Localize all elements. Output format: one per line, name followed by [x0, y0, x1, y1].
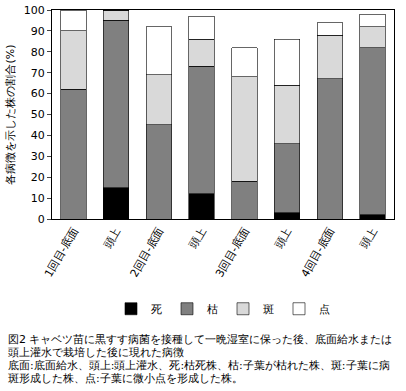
svg-text:頭上: 頭上 — [358, 225, 380, 251]
svg-text:頭上: 頭上 — [187, 225, 209, 251]
svg-text:90: 90 — [31, 25, 45, 38]
svg-text:3回目-底面: 3回目-底面 — [213, 225, 252, 279]
svg-text:2回目-底面: 2回目-底面 — [127, 225, 166, 279]
svg-text:4回目-底面: 4回目-底面 — [298, 225, 337, 279]
svg-text:70: 70 — [31, 67, 45, 80]
svg-text:枯: 枯 — [207, 303, 218, 316]
svg-text:80: 80 — [31, 46, 45, 59]
svg-text:40: 40 — [31, 129, 45, 142]
svg-text:10: 10 — [31, 192, 45, 205]
svg-text:頭上: 頭上 — [272, 225, 294, 251]
svg-text:30: 30 — [31, 150, 45, 163]
html-text:底面:底面給水、頭上:頭上灌水、死:枯死株、枯:子葉が枯れた: 底面:底面給水、頭上:頭上灌水、死:枯死株、枯:子葉が枯れた株、斑:子葉に病斑形… — [8, 359, 390, 385]
svg-text:頭上: 頭上 — [101, 225, 123, 251]
svg-text:100: 100 — [24, 4, 45, 17]
svg-text:1回目-底面: 1回目-底面 — [42, 225, 81, 279]
svg-text:50: 50 — [31, 108, 45, 121]
svg-text:点: 点 — [319, 303, 330, 316]
svg-text:死: 死 — [151, 303, 162, 316]
html-text:図2 キャベツ苗に黒すす病菌を接種して一晩湿室に保った後、底: 図2 キャベツ苗に黒すす病菌を接種して一晩湿室に保った後、底面給水または頭上灌水… — [8, 333, 393, 359]
svg-text:0: 0 — [38, 213, 45, 226]
svg-text:各病徴を示した株の割合(%): 各病徴を示した株の割合(%) — [4, 44, 17, 184]
svg-text:60: 60 — [31, 87, 45, 100]
svg-text:斑: 斑 — [263, 303, 274, 316]
svg-text:20: 20 — [31, 171, 45, 184]
